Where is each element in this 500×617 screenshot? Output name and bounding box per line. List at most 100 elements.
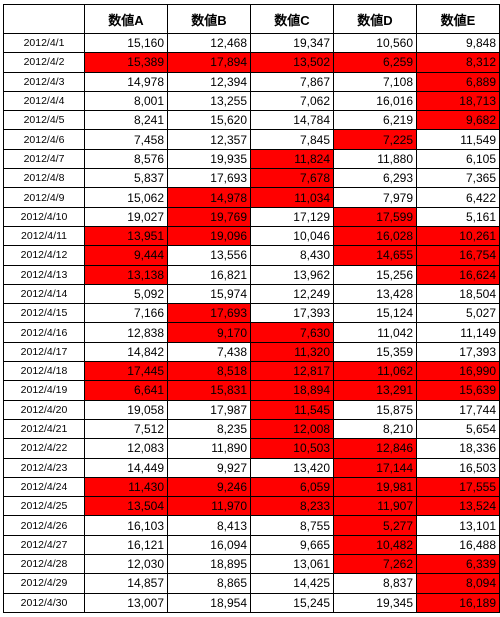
value-cell-d[interactable]: 8,837	[333, 573, 417, 594]
value-cell-e[interactable]: 8,312	[416, 52, 500, 73]
value-cell-d[interactable]: 13,291	[333, 380, 417, 401]
value-cell-b[interactable]: 16,821	[167, 264, 251, 285]
value-cell-b[interactable]: 9,170	[167, 322, 251, 343]
value-cell-d[interactable]: 11,042	[333, 322, 417, 343]
value-cell-d[interactable]: 7,108	[333, 71, 417, 92]
value-cell-b[interactable]: 8,413	[167, 515, 251, 536]
value-cell-c[interactable]: 12,249	[250, 283, 334, 305]
value-cell-c[interactable]: 8,233	[250, 496, 334, 517]
value-cell-b[interactable]: 11,970	[167, 496, 251, 517]
value-cell-c[interactable]: 17,129	[250, 206, 334, 227]
value-cell-d[interactable]: 10,560	[333, 32, 417, 54]
value-cell-b[interactable]: 17,987	[167, 399, 251, 420]
value-cell-d[interactable]: 17,144	[333, 457, 417, 478]
value-cell-c[interactable]: 18,894	[250, 380, 334, 401]
value-cell-b[interactable]: 12,468	[167, 32, 251, 54]
value-cell-d[interactable]: 6,293	[333, 168, 417, 189]
value-cell-e[interactable]: 7,365	[416, 168, 500, 189]
value-cell-b[interactable]: 9,927	[167, 457, 251, 478]
value-cell-e[interactable]: 6,889	[416, 71, 500, 92]
value-cell-d[interactable]: 7,225	[333, 129, 417, 150]
value-cell-a[interactable]: 12,083	[84, 438, 168, 459]
date-cell[interactable]: 2012/4/18	[3, 361, 85, 382]
header-cell-e[interactable]: 数値E	[416, 4, 500, 34]
value-cell-c[interactable]: 11,824	[250, 148, 334, 170]
value-cell-b[interactable]: 19,769	[167, 206, 251, 227]
value-cell-d[interactable]: 12,846	[333, 438, 417, 459]
value-cell-a[interactable]: 12,030	[84, 554, 168, 575]
value-cell-a[interactable]: 7,458	[84, 129, 168, 150]
value-cell-e[interactable]: 6,105	[416, 148, 500, 170]
value-cell-e[interactable]: 13,524	[416, 496, 500, 517]
value-cell-a[interactable]: 7,166	[84, 303, 168, 324]
value-cell-d[interactable]: 11,880	[333, 148, 417, 170]
value-cell-e[interactable]: 16,189	[416, 592, 500, 613]
value-cell-e[interactable]: 17,555	[416, 476, 500, 498]
value-cell-e[interactable]: 16,990	[416, 361, 500, 382]
value-cell-a[interactable]: 15,062	[84, 187, 168, 208]
value-cell-c[interactable]: 11,545	[250, 399, 334, 420]
value-cell-a[interactable]: 9,444	[84, 245, 168, 266]
value-cell-e[interactable]: 18,713	[416, 90, 500, 112]
value-cell-c[interactable]: 9,665	[250, 534, 334, 556]
value-cell-a[interactable]: 11,430	[84, 476, 168, 498]
date-cell[interactable]: 2012/4/21	[3, 418, 85, 440]
value-cell-d[interactable]: 13,428	[333, 283, 417, 305]
value-cell-e[interactable]: 5,027	[416, 303, 500, 324]
date-cell[interactable]: 2012/4/16	[3, 322, 85, 343]
value-cell-d[interactable]: 6,259	[333, 52, 417, 73]
value-cell-a[interactable]: 13,138	[84, 264, 168, 285]
date-cell[interactable]: 2012/4/1	[3, 32, 85, 54]
value-cell-e[interactable]: 9,682	[416, 110, 500, 131]
value-cell-b[interactable]: 17,894	[167, 52, 251, 73]
value-cell-d[interactable]: 15,359	[333, 341, 417, 363]
value-cell-c[interactable]: 12,817	[250, 361, 334, 382]
value-cell-a[interactable]: 8,241	[84, 110, 168, 131]
value-cell-b[interactable]: 18,954	[167, 592, 251, 613]
value-cell-e[interactable]: 11,149	[416, 322, 500, 343]
value-cell-e[interactable]: 10,261	[416, 225, 500, 247]
header-cell-d[interactable]: 数値D	[333, 4, 417, 34]
value-cell-e[interactable]: 16,754	[416, 245, 500, 266]
value-cell-d[interactable]: 16,028	[333, 225, 417, 247]
value-cell-c[interactable]: 13,061	[250, 554, 334, 575]
value-cell-a[interactable]: 16,103	[84, 515, 168, 536]
value-cell-b[interactable]: 8,518	[167, 361, 251, 382]
value-cell-a[interactable]: 8,576	[84, 148, 168, 170]
date-cell[interactable]: 2012/4/22	[3, 438, 85, 459]
value-cell-c[interactable]: 7,867	[250, 71, 334, 92]
value-cell-c[interactable]: 10,503	[250, 438, 334, 459]
value-cell-b[interactable]: 17,693	[167, 168, 251, 189]
value-cell-c[interactable]: 8,430	[250, 245, 334, 266]
value-cell-d[interactable]: 5,277	[333, 515, 417, 536]
value-cell-b[interactable]: 13,255	[167, 90, 251, 112]
value-cell-d[interactable]: 15,124	[333, 303, 417, 324]
value-cell-a[interactable]: 13,007	[84, 592, 168, 613]
date-cell[interactable]: 2012/4/30	[3, 592, 85, 613]
header-cell-a[interactable]: 数値A	[84, 4, 168, 34]
value-cell-c[interactable]: 13,962	[250, 264, 334, 285]
header-cell-date[interactable]	[3, 4, 85, 34]
value-cell-b[interactable]: 17,693	[167, 303, 251, 324]
value-cell-b[interactable]: 19,096	[167, 225, 251, 247]
date-cell[interactable]: 2012/4/28	[3, 554, 85, 575]
date-cell[interactable]: 2012/4/17	[3, 341, 85, 363]
value-cell-e[interactable]: 11,549	[416, 129, 500, 150]
value-cell-a[interactable]: 5,837	[84, 168, 168, 189]
value-cell-e[interactable]: 6,339	[416, 554, 500, 575]
header-cell-b[interactable]: 数値B	[167, 4, 251, 34]
value-cell-a[interactable]: 12,838	[84, 322, 168, 343]
value-cell-c[interactable]: 11,320	[250, 341, 334, 363]
value-cell-e[interactable]: 18,336	[416, 438, 500, 459]
value-cell-c[interactable]: 12,008	[250, 418, 334, 440]
value-cell-c[interactable]: 10,046	[250, 225, 334, 247]
value-cell-d[interactable]: 15,875	[333, 399, 417, 420]
value-cell-d[interactable]: 11,062	[333, 361, 417, 382]
value-cell-e[interactable]: 15,639	[416, 380, 500, 401]
value-cell-b[interactable]: 18,895	[167, 554, 251, 575]
date-cell[interactable]: 2012/4/6	[3, 129, 85, 150]
date-cell[interactable]: 2012/4/24	[3, 476, 85, 498]
date-cell[interactable]: 2012/4/25	[3, 496, 85, 517]
value-cell-c[interactable]: 14,784	[250, 110, 334, 131]
value-cell-e[interactable]: 17,393	[416, 341, 500, 363]
